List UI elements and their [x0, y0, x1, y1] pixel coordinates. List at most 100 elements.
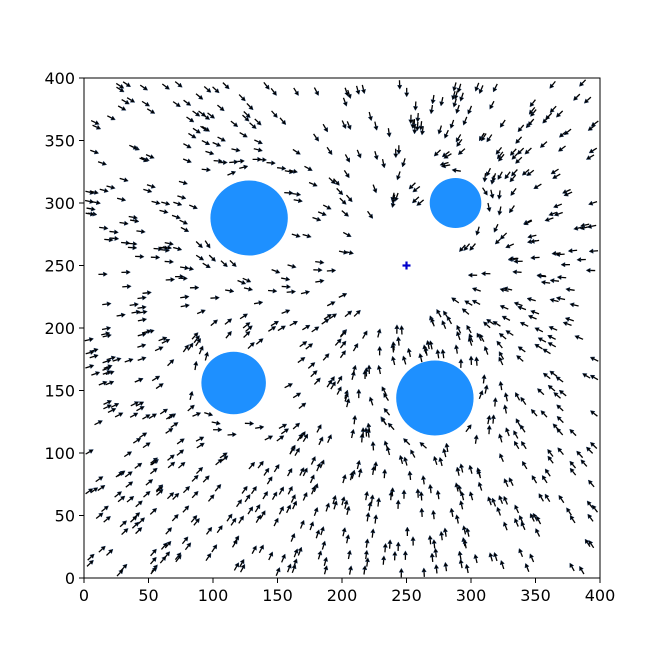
arrow-701 [134, 377, 144, 383]
arrow-322 [493, 223, 499, 233]
arrow-336 [293, 197, 304, 204]
arrow-190 [574, 335, 584, 340]
arrow-661 [589, 356, 599, 362]
arrow-83 [91, 371, 101, 377]
arrow-839 [129, 144, 139, 150]
arrow-853 [302, 324, 311, 331]
arrow-240 [368, 396, 374, 406]
arrow-409 [172, 492, 180, 500]
arrow-764 [323, 313, 333, 320]
arrow-869 [195, 254, 205, 261]
arrow-41 [505, 427, 510, 437]
arrow-520 [468, 355, 474, 365]
arrow-166 [344, 154, 350, 163]
arrow-602 [367, 210, 374, 219]
arrow-413 [531, 474, 538, 484]
arrow-892 [360, 426, 366, 437]
arrow-208 [429, 104, 435, 115]
arrow-563 [347, 565, 354, 575]
arrow-887 [273, 463, 280, 473]
arrow-0 [387, 422, 395, 431]
arrow-290 [263, 467, 270, 476]
arrow-50 [336, 375, 343, 384]
obstacle-circle-3 [396, 360, 474, 436]
arrow-233 [331, 494, 337, 505]
arrow-221 [230, 120, 239, 128]
arrow-689 [530, 255, 540, 261]
arrow-391 [121, 98, 130, 105]
arrow-541 [342, 97, 348, 107]
arrow-45 [139, 84, 149, 91]
arrow-12 [119, 177, 129, 183]
arrow-752 [526, 169, 535, 177]
arrow-684 [315, 259, 325, 265]
arrow-152 [588, 147, 598, 154]
arrow-514 [451, 167, 461, 174]
arrow-521 [488, 552, 494, 562]
arrow-312 [566, 507, 572, 516]
arrow-71 [313, 87, 319, 96]
arrow-789 [343, 392, 349, 402]
arrow-534 [212, 141, 222, 147]
arrow-537 [549, 80, 556, 89]
arrow-485 [266, 476, 273, 485]
arrow-832 [171, 513, 179, 522]
arrow-369 [179, 219, 189, 225]
arrow-393 [292, 422, 301, 430]
arrow-22 [376, 364, 382, 375]
arrow-462 [262, 490, 268, 500]
arrow-714 [183, 143, 192, 149]
arrow-396 [101, 331, 111, 337]
arrow-531 [498, 356, 504, 366]
arrow-274 [476, 467, 482, 477]
arrow-499 [137, 304, 147, 311]
arrow-142 [233, 562, 240, 571]
arrow-277 [493, 551, 499, 562]
arrow-337 [357, 467, 363, 478]
arrow-339 [495, 146, 503, 155]
arrow-242 [290, 494, 296, 503]
arrow-225 [451, 297, 460, 304]
arrow-178 [393, 148, 399, 159]
arrow-186 [587, 200, 598, 206]
arrow-371 [112, 357, 122, 363]
arrow-477 [245, 325, 253, 332]
arrow-294 [180, 303, 191, 309]
arrow-585 [284, 190, 294, 196]
arrow-608 [155, 383, 164, 390]
arrow-5 [588, 539, 595, 549]
arrow-66 [502, 404, 509, 414]
arrow-792 [129, 302, 140, 308]
arrow-733 [210, 295, 220, 301]
arrow-670 [509, 148, 517, 156]
arrow-494 [350, 428, 356, 439]
arrow-280 [408, 182, 416, 190]
arrow-474 [205, 150, 215, 156]
arrow-72 [122, 283, 132, 290]
arrow-401 [135, 253, 145, 260]
arrow-665 [176, 438, 185, 445]
arrow-790 [427, 483, 434, 494]
arrow-717 [142, 442, 151, 449]
arrow-625 [161, 83, 170, 90]
arrow-85 [177, 461, 186, 469]
arrow-177 [410, 536, 416, 546]
arrow-773 [514, 504, 520, 514]
arrow-622 [167, 359, 175, 367]
arrow-606 [287, 263, 297, 269]
arrow-813 [406, 347, 412, 358]
arrow-106 [517, 305, 527, 311]
arrow-75 [382, 542, 388, 553]
arrow-229 [473, 553, 479, 564]
arrow-878 [322, 204, 332, 210]
arrow-457 [251, 545, 257, 554]
arrow-117 [392, 550, 398, 561]
arrow-633 [290, 532, 296, 542]
arrow-524 [578, 79, 587, 87]
arrow-597 [165, 413, 175, 420]
arrow-574 [414, 121, 421, 132]
arrow-115 [363, 549, 369, 560]
arrow-131 [355, 85, 361, 96]
arrow-291 [326, 379, 333, 388]
arrow-427 [408, 114, 414, 125]
